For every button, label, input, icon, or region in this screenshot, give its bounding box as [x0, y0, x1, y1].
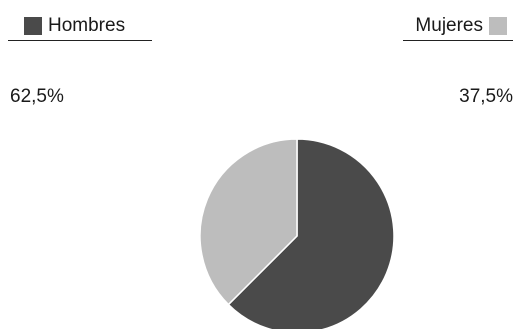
- legend-swatch-hombres: [24, 17, 42, 35]
- legend-label-mujeres: Mujeres: [415, 15, 483, 36]
- legend-label-hombres: Hombres: [48, 15, 126, 36]
- legend-item-mujeres: Mujeres: [403, 12, 513, 41]
- pie-slice-hombres: [227, 138, 395, 329]
- data-label-mujeres: 37,5%: [459, 86, 513, 107]
- pie-slice-mujeres: [199, 138, 298, 306]
- legend-item-hombres: Hombres: [8, 12, 152, 41]
- data-label-hombres: 62,5%: [10, 86, 64, 107]
- legend-swatch-mujeres: [489, 17, 507, 35]
